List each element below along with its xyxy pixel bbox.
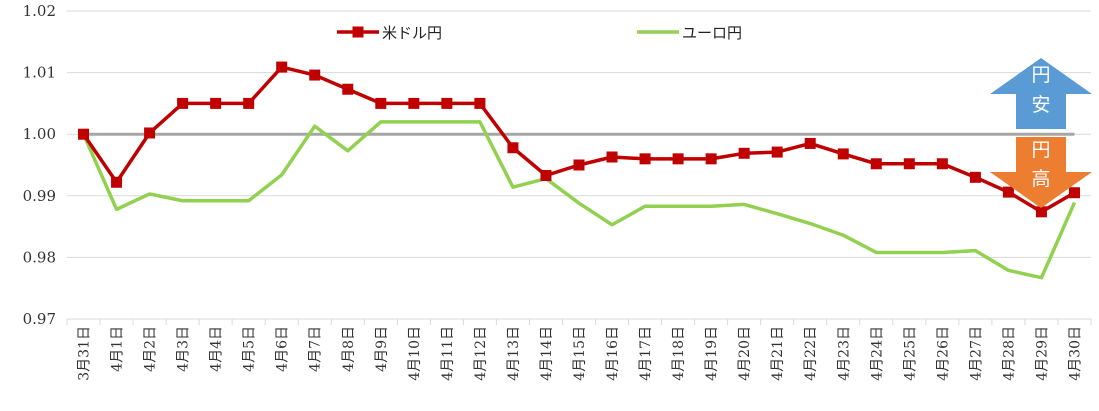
series-line-eur-jpy (81, 120, 1077, 280)
data-point-usd-jpy (540, 169, 552, 181)
x-tick-label: 4月14日 (539, 326, 555, 381)
yen-weak-arrow (990, 58, 1092, 129)
legend-label-eur-jpy: ユーロ円 (682, 24, 742, 42)
yen-weak-label: 円 (1031, 64, 1050, 86)
x-axis-ticks: 3月31日 4月1日 4月2日 4月3日 4月4日 4月5日 4月6日 4月7日 4月8日 4月9… (77, 326, 1084, 381)
x-tick-label: 4月20日 (737, 326, 753, 381)
x-tick-label: 4月25日 (902, 326, 918, 381)
x-tick-label: 4月10日 (407, 326, 423, 381)
y-tick-label: 1.02 (23, 2, 56, 20)
data-point-usd-jpy (210, 97, 222, 109)
x-tick-label: 4月21日 (770, 326, 786, 381)
x-tick-label: 4月9日 (374, 326, 390, 372)
data-point-usd-jpy (573, 159, 585, 171)
data-point-usd-jpy (243, 97, 255, 109)
data-point-usd-jpy (111, 176, 123, 188)
data-point-usd-jpy (771, 146, 783, 158)
x-tick-label: 4月5日 (242, 326, 258, 372)
x-tick-label: 4月8日 (341, 326, 357, 372)
data-point-usd-jpy (1002, 186, 1014, 198)
data-point-usd-jpy (507, 142, 519, 154)
x-tick-label: 4月6日 (275, 326, 291, 372)
y-tick-label: 0.97 (23, 310, 56, 328)
data-point-usd-jpy (672, 153, 684, 165)
x-tick-label: 4月28日 (1001, 326, 1017, 381)
data-point-usd-jpy (1068, 187, 1080, 199)
data-point-usd-jpy (474, 97, 486, 109)
y-tick-label: 1.01 (23, 64, 56, 82)
x-tick-label: 4月22日 (803, 326, 819, 381)
data-point-usd-jpy (936, 158, 948, 170)
x-tick-label: 4月4日 (209, 326, 225, 372)
legend-marker-usd-jpy (352, 26, 364, 38)
data-point-usd-jpy (309, 69, 321, 81)
x-tick-label: 4月26日 (935, 326, 951, 381)
x-tick-label: 4月7日 (308, 326, 324, 372)
data-point-usd-jpy (144, 127, 156, 139)
x-tick-label: 4月17日 (638, 326, 654, 381)
data-point-usd-jpy (441, 97, 453, 109)
data-point-usd-jpy (903, 158, 915, 170)
x-tick-label: 4月3日 (176, 326, 192, 372)
x-tick-label: 4月30日 (1067, 326, 1083, 381)
data-point-usd-jpy (1035, 206, 1047, 218)
data-point-usd-jpy (705, 153, 717, 165)
data-point-usd-jpy (969, 171, 981, 183)
yen-strong-label: 高 (1031, 168, 1050, 190)
x-tick-label: 3月31日 (77, 326, 93, 381)
data-point-usd-jpy (804, 137, 816, 149)
data-point-usd-jpy (177, 97, 189, 109)
data-point-usd-jpy (375, 97, 387, 109)
y-axis-ticks: 0.97 0.98 0.99 1.00 1.01 1.02 (23, 2, 56, 328)
x-tick-label: 4月13日 (506, 326, 522, 381)
data-point-usd-jpy (639, 153, 651, 165)
data-point-usd-jpy (738, 147, 750, 159)
data-point-usd-jpy (276, 61, 288, 73)
data-point-usd-jpy (870, 158, 882, 170)
y-tick-label: 1.00 (23, 125, 56, 143)
x-tick-label: 4月27日 (968, 326, 984, 381)
x-tick-label: 4月18日 (671, 326, 687, 381)
yen-strong-arrow (990, 137, 1092, 208)
x-tick-label: 4月1日 (110, 326, 126, 372)
x-tick-label: 4月23日 (836, 326, 852, 381)
data-point-usd-jpy (78, 128, 90, 140)
legend: 米ドル円 ユーロ円 (337, 24, 742, 42)
x-tick-label: 4月2日 (143, 326, 159, 372)
x-tick-label: 4月16日 (605, 326, 621, 381)
y-tick-label: 0.98 (23, 248, 56, 266)
data-point-usd-jpy (342, 83, 354, 95)
data-point-usd-jpy (408, 97, 420, 109)
series-group (78, 61, 1080, 280)
x-tick-label: 4月12日 (473, 326, 489, 381)
x-tick-label: 4月11日 (440, 326, 456, 381)
series-line-usd-jpy (82, 65, 1076, 214)
x-tick-label: 4月24日 (869, 326, 885, 381)
data-point-usd-jpy (606, 151, 618, 163)
yen-strong-label: 円 (1031, 139, 1050, 161)
y-tick-label: 0.99 (23, 187, 56, 205)
x-tick-label: 4月29日 (1034, 326, 1050, 381)
x-tick-label: 4月19日 (704, 326, 720, 381)
x-tick-label: 4月15日 (572, 326, 588, 381)
legend-label-usd-jpy: 米ドル円 (382, 24, 442, 42)
yen-weak-label: 安 (1031, 94, 1050, 116)
data-point-usd-jpy (837, 148, 849, 160)
